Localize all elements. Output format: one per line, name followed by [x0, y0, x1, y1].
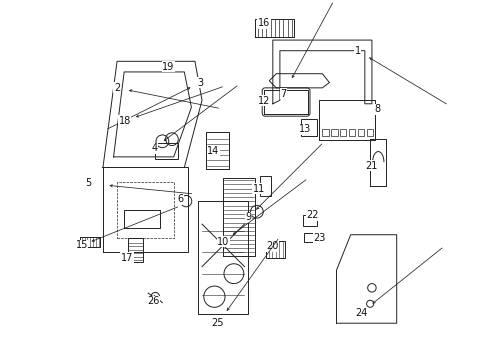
Text: 12: 12 [257, 96, 269, 106]
Bar [302, 215, 316, 226]
Text: 22: 22 [305, 210, 318, 220]
Text: 3: 3 [197, 77, 203, 87]
Bar [260, 176, 270, 196]
Text: 19: 19 [162, 62, 174, 72]
Bar [301, 120, 316, 136]
Bar [128, 238, 143, 262]
Text: 11: 11 [252, 184, 264, 194]
Text: 5: 5 [85, 179, 92, 188]
Bar [322, 129, 328, 136]
Text: 6: 6 [177, 194, 183, 204]
Text: 24: 24 [354, 307, 366, 318]
Text: 13: 13 [299, 124, 311, 134]
Text: 17: 17 [121, 253, 133, 263]
Text: 20: 20 [265, 241, 278, 251]
Bar [366, 129, 372, 136]
Text: 9: 9 [245, 212, 251, 222]
Text: 21: 21 [364, 161, 377, 171]
Text: 1: 1 [354, 46, 360, 56]
Bar [357, 129, 364, 136]
Text: 7: 7 [280, 89, 286, 99]
Bar [304, 233, 314, 242]
Text: 18: 18 [119, 116, 131, 126]
Text: 8: 8 [373, 104, 380, 114]
Text: 2: 2 [114, 83, 120, 93]
Text: 15: 15 [75, 240, 88, 250]
Text: 4: 4 [151, 143, 157, 153]
Text: 23: 23 [313, 233, 325, 243]
Text: 25: 25 [211, 318, 224, 328]
Bar [80, 237, 100, 247]
Bar [348, 129, 355, 136]
Bar [330, 129, 337, 136]
Text: 14: 14 [207, 145, 219, 156]
Bar [265, 241, 285, 258]
Text: 16: 16 [257, 18, 269, 28]
Bar [339, 129, 346, 136]
Bar [155, 143, 178, 159]
Text: 10: 10 [217, 237, 229, 247]
Text: 26: 26 [147, 296, 159, 306]
